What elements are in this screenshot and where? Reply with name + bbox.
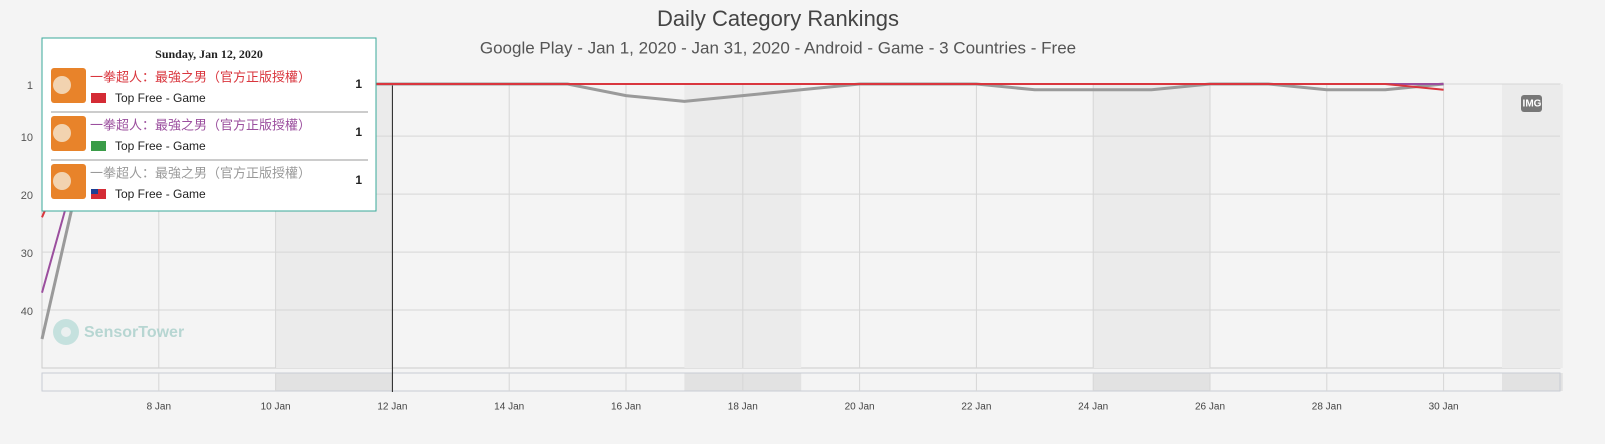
x-tick-label: 18 Jan — [728, 402, 758, 413]
chart-name: Top Free - Game — [115, 91, 206, 105]
x-tick-label: 10 Jan — [261, 402, 291, 413]
x-tick-label: 28 Jan — [1312, 402, 1342, 413]
rank: 1 — [355, 125, 362, 139]
y-tick-label: 40 — [21, 306, 33, 318]
weekend-band — [1502, 84, 1563, 368]
app-name: 一拳超人：最強之男（官方正版授權） — [90, 69, 311, 84]
app-icon-face — [53, 172, 71, 190]
y-tick-label: 20 — [21, 190, 33, 202]
flag — [91, 93, 106, 103]
tooltip-box — [41, 37, 377, 212]
x-tick-label: 26 Jan — [1195, 402, 1225, 413]
y-tick-label: 30 — [21, 248, 33, 260]
tooltip: Sunday, Jan 12, 2020 一拳超人：最強之男（官方正版授權） Top… — [41, 37, 377, 212]
navigator — [41, 372, 1561, 392]
watermark-icon-dot — [61, 327, 71, 337]
x-tick-label: 22 Jan — [961, 402, 991, 413]
app-name: 一拳超人：最強之男（官方正版授權） — [90, 117, 311, 132]
x-tick-label: 24 Jan — [1078, 402, 1108, 413]
tooltip-title: Sunday, Jan 12, 2020 — [155, 47, 263, 61]
chart-subtitle: Google Play - Jan 1, 2020 - Jan 31, 2020… — [480, 38, 1076, 57]
app-icon-face — [53, 76, 71, 94]
x-tick-label: 16 Jan — [611, 402, 641, 413]
badge-label: IMG — [1523, 99, 1542, 110]
chart-name: Top Free - Game — [115, 187, 206, 201]
x-tick-label: 8 Jan — [147, 402, 171, 413]
weekend-band — [1093, 84, 1210, 368]
x-tick-label: 14 Jan — [494, 402, 524, 413]
rank: 1 — [355, 173, 362, 187]
x-tick-label: 20 Jan — [845, 402, 875, 413]
flag — [91, 141, 106, 151]
y-tick-label: 10 — [21, 132, 33, 144]
y-tick-label: 1 — [27, 80, 33, 92]
navigator-band — [1502, 373, 1563, 391]
x-tick-label: 30 Jan — [1429, 402, 1459, 413]
badge — [1521, 95, 1542, 112]
navigator-band — [275, 373, 393, 391]
flag — [91, 189, 106, 199]
rank: 1 — [355, 77, 362, 91]
app-name: 一拳超人：最強之男（官方正版授權） — [90, 165, 311, 180]
app-icon-face — [53, 124, 71, 142]
flag-canton — [91, 189, 98, 194]
x-tick-label: 12 Jan — [377, 402, 407, 413]
chart-title: Daily Category Rankings — [657, 6, 899, 31]
watermark: SensorTower — [84, 324, 184, 341]
navigator-band — [1093, 373, 1210, 391]
chart-name: Top Free - Game — [115, 139, 206, 153]
